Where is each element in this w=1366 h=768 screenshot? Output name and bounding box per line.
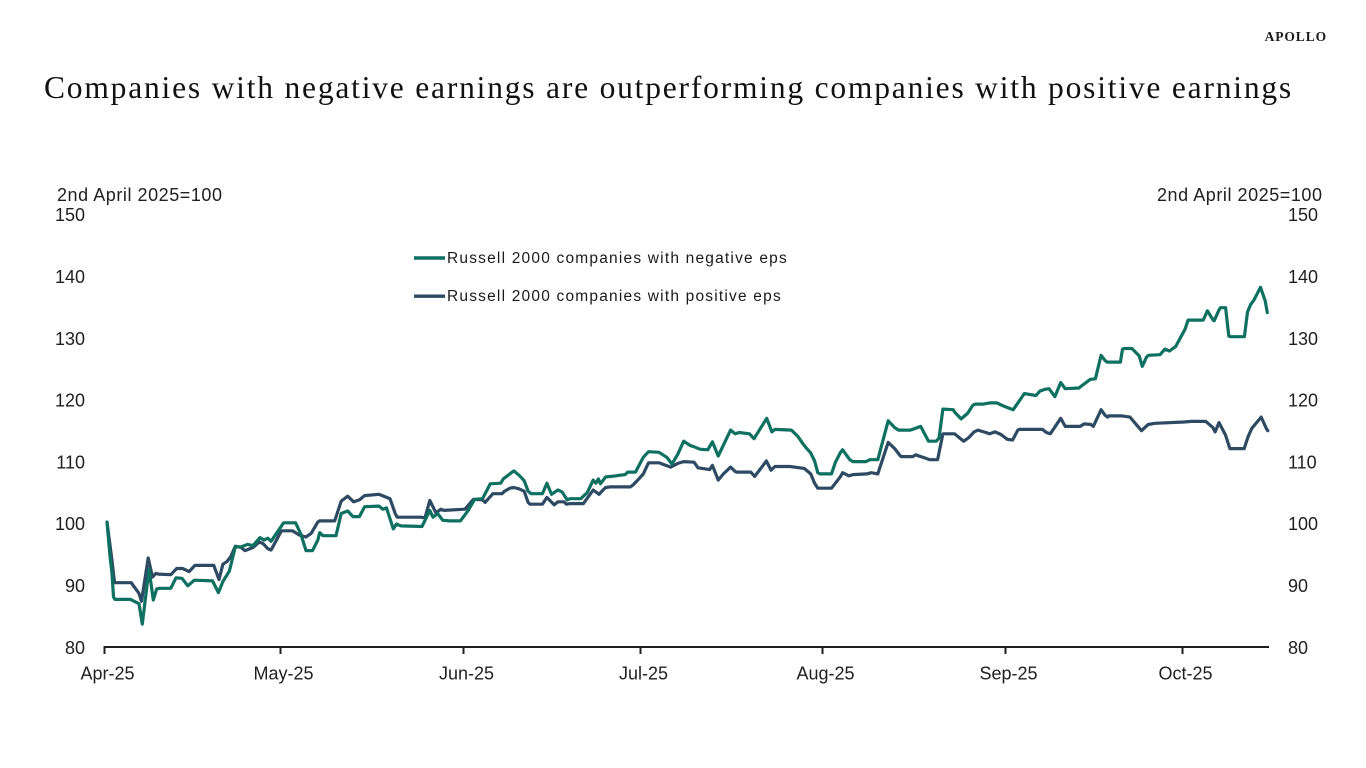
svg-text:Oct-25: Oct-25 <box>1158 664 1212 684</box>
svg-text:140: 140 <box>55 267 85 287</box>
svg-text:130: 130 <box>55 329 85 349</box>
svg-text:Aug-25: Aug-25 <box>796 664 854 684</box>
svg-text:Russell 2000 companies with ne: Russell 2000 companies with negative eps <box>447 250 788 267</box>
svg-text:120: 120 <box>1288 391 1318 411</box>
svg-text:80: 80 <box>65 638 85 658</box>
svg-text:Apr-25: Apr-25 <box>80 664 134 684</box>
svg-text:Sep-25: Sep-25 <box>979 664 1037 684</box>
svg-text:110: 110 <box>1288 452 1317 472</box>
svg-text:100: 100 <box>55 514 85 534</box>
svg-text:Russell 2000 companies with po: Russell 2000 companies with positive eps <box>447 288 782 305</box>
svg-text:100: 100 <box>1288 514 1318 534</box>
svg-text:80: 80 <box>1288 638 1308 658</box>
svg-text:130: 130 <box>1288 329 1318 349</box>
svg-text:120: 120 <box>55 391 85 411</box>
svg-text:140: 140 <box>1288 267 1318 287</box>
svg-text:110: 110 <box>56 452 85 472</box>
svg-text:150: 150 <box>1288 205 1318 225</box>
svg-text:90: 90 <box>65 576 85 596</box>
svg-text:Jun-25: Jun-25 <box>439 664 494 684</box>
svg-text:Jul-25: Jul-25 <box>619 664 668 684</box>
svg-text:May-25: May-25 <box>253 664 313 684</box>
svg-text:90: 90 <box>1288 576 1308 596</box>
svg-text:150: 150 <box>55 205 85 225</box>
